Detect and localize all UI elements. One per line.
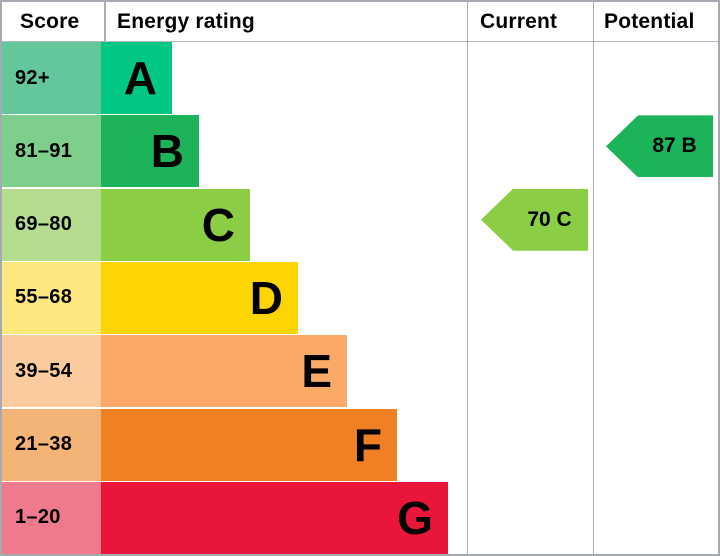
header-divider-line [2,40,718,43]
rating-bar-g: G [101,481,448,554]
band-row-d: 55–68 D [2,261,718,334]
score-range-cell: 69–80 [2,188,101,261]
header-potential: Potential [604,10,695,33]
score-range-label: 55–68 [15,286,73,309]
band-row-e: 39–54 E [2,335,718,408]
current-column-divider [466,2,469,554]
band-letter: E [301,345,332,398]
score-range-label: 39–54 [15,359,73,382]
rating-bar-e: E [101,335,347,408]
rating-bar-d: D [101,261,298,334]
band-letter: C [201,198,235,251]
rating-bar-f: F [101,408,397,481]
rating-bar-c: C [101,188,250,261]
band-row-f: 21–38 F [2,408,718,481]
potential-rating-label: 87 B [652,134,697,158]
score-range-cell: 81–91 [2,115,101,188]
band-row-b: 81–91 B [2,115,718,188]
header-score: Score [20,10,80,33]
score-range-label: 21–38 [15,433,73,456]
band-row-c: 69–80 C [2,188,718,261]
band-row-a: 92+ A [2,42,718,114]
score-range-cell: 55–68 [2,261,101,334]
rating-bar-a: A [101,42,172,114]
band-letter: B [150,125,184,178]
rating-bar-b: B [101,115,199,188]
current-rating-label: 70 C [527,207,572,231]
band-letter: D [249,271,283,324]
header-energy-rating: Energy rating [117,10,255,33]
band-row-g: 1–20 G [2,481,718,554]
score-column-divider [104,2,106,41]
score-range-cell: 21–38 [2,408,101,481]
band-letter: A [123,52,157,104]
header-current: Current [480,10,558,33]
score-range-label: 69–80 [15,213,73,236]
score-range-cell: 39–54 [2,335,101,408]
potential-column-divider [592,2,595,554]
band-rows: 92+ A 81–91 B 69–80 C 55–68 D 39–54 E 21… [2,42,718,554]
score-range-label: 1–20 [15,506,61,529]
score-range-cell: 1–20 [2,481,101,554]
score-range-label: 81–91 [15,139,73,162]
band-letter: F [353,418,382,471]
score-range-cell: 92+ [2,42,101,114]
band-letter: G [397,491,433,544]
score-range-label: 92+ [15,66,50,89]
